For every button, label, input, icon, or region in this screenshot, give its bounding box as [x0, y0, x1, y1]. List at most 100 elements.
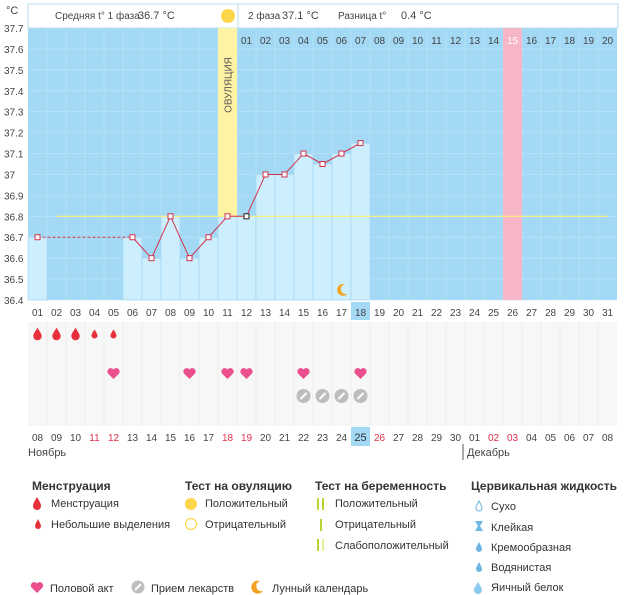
date-label: 27 — [393, 433, 405, 444]
day-label: 10 — [203, 308, 215, 319]
day-label: 19 — [374, 308, 386, 319]
diff-value: 0.4 °C — [401, 10, 432, 22]
day-label: 08 — [165, 308, 177, 319]
day-label: 22 — [431, 308, 443, 319]
day-label: 14 — [279, 308, 291, 319]
menstruation-drop — [33, 327, 42, 341]
legend-cervical-title: Цервикальная жидкость — [471, 479, 618, 493]
medication-pill-stripe — [337, 392, 346, 400]
temperature-point — [300, 150, 307, 157]
legend-pregnancy-weak: Слабоположительный — [335, 540, 449, 552]
day-label: 29 — [564, 308, 576, 319]
drop-icon — [33, 497, 41, 510]
date-label: 13 — [127, 433, 139, 444]
temperature-point — [319, 161, 326, 167]
y-tick-label: 37.2 — [4, 129, 24, 140]
cycle-day-label: 11 — [431, 36, 442, 47]
y-tick-label: 37.7 — [4, 24, 24, 35]
temperature-segment — [284, 153, 304, 175]
date-label: 18 — [222, 433, 234, 444]
temperature-bar — [122, 236, 143, 301]
temperature-point — [129, 234, 136, 241]
day-label: 13 — [260, 308, 272, 319]
ovulation-negative-icon — [184, 517, 198, 531]
today-date-highlight — [351, 427, 370, 446]
date-label: 10 — [70, 433, 82, 444]
date-label: 07 — [583, 433, 595, 444]
phase1-value: 36.7 °C — [138, 10, 175, 22]
temperature-bar — [198, 236, 219, 301]
date-label: 15 — [165, 433, 177, 444]
pregnancy-negative-icon — [320, 519, 322, 531]
day-label: 18 — [355, 308, 367, 319]
y-tick-label: 36.8 — [4, 212, 24, 223]
cycle-day-label: 15 — [507, 36, 519, 47]
date-label: 19 — [241, 433, 253, 444]
temperature-point — [262, 171, 269, 178]
light-discharge-drop — [91, 329, 98, 339]
temperature-segment — [151, 216, 171, 259]
temperature-segment — [208, 215, 228, 238]
cycle-day-label: 17 — [545, 36, 557, 47]
temperature-bar — [274, 174, 295, 301]
day-label: 15 — [298, 308, 310, 319]
temperature-bar — [141, 257, 162, 301]
temperature-segment — [303, 153, 323, 165]
temperature-bar — [27, 236, 48, 301]
cycle-day-label: 10 — [412, 36, 424, 47]
ovulation-positive-icon — [185, 498, 197, 510]
intercourse-heart — [297, 368, 310, 379]
temperature-bar — [236, 216, 257, 301]
cycle-day-label: 05 — [317, 36, 329, 47]
cycle-day-label: 18 — [564, 36, 576, 47]
intercourse-heart — [221, 368, 234, 379]
temperature-point — [186, 255, 193, 262]
date-label: 01 — [469, 433, 481, 444]
legend-pregnancy-test-title: Тест на беременность — [315, 479, 447, 493]
day-label: 31 — [602, 308, 614, 319]
light-discharge-drop — [110, 329, 117, 339]
cycle-day-label: 08 — [374, 36, 386, 47]
day-label: 16 — [317, 308, 329, 319]
legend-light-discharge: Небольшие выделения — [51, 519, 171, 531]
pill-icon — [131, 580, 145, 594]
intercourse-heart — [240, 368, 253, 379]
legend-pregnancy-positive: Положительный — [335, 498, 418, 510]
y-tick-label: 37.5 — [4, 66, 24, 77]
legend-ovulation-negative: Отрицательный — [205, 519, 286, 531]
cycle-day-label: 02 — [260, 36, 272, 47]
day-label: 28 — [545, 308, 557, 319]
date-label: 05 — [545, 433, 557, 444]
expected-period-column — [503, 28, 522, 300]
date-label: 26 — [374, 433, 386, 444]
cycle-day-label: 14 — [488, 36, 500, 47]
phase2-value: 37.1 °C — [282, 10, 319, 22]
day-label: 17 — [336, 308, 348, 319]
moon-marker — [337, 283, 348, 296]
day-label: 09 — [184, 308, 196, 319]
date-label: 20 — [260, 433, 272, 444]
creamy-icon — [476, 542, 482, 552]
cycle-day-label: 20 — [602, 36, 614, 47]
date-label: 08 — [32, 433, 44, 444]
day-label: 04 — [89, 308, 101, 319]
temperature-segment — [189, 236, 209, 259]
today-highlight — [351, 302, 370, 320]
y-tick-label: 37.1 — [4, 150, 24, 161]
date-label: 12 — [108, 433, 120, 444]
day-label: 30 — [583, 308, 595, 319]
moon-icon — [251, 580, 263, 594]
temperature-bar — [350, 142, 371, 301]
temperature-point — [338, 150, 345, 157]
temperature-segment — [341, 142, 361, 154]
y-tick-label: 37.4 — [4, 87, 24, 98]
cycle-day-label: 12 — [450, 36, 462, 47]
temperature-bar — [255, 174, 276, 301]
date-label: 28 — [412, 433, 424, 444]
legend-moon: Лунный календарь — [272, 583, 369, 595]
temperature-point — [167, 213, 174, 220]
day-label: 07 — [146, 308, 158, 319]
small-drop-icon — [35, 519, 41, 529]
ovulation-sun-icon — [221, 9, 235, 23]
date-label: 24 — [336, 433, 348, 444]
